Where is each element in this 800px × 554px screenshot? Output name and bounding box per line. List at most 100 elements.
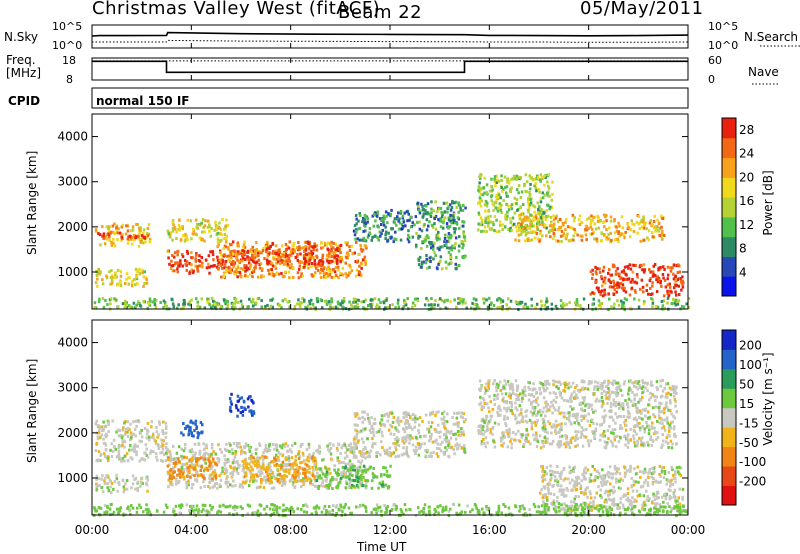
velocity-cell	[269, 465, 272, 469]
power-cell	[449, 253, 452, 257]
velocity-cell	[273, 475, 276, 479]
power-cell	[616, 281, 619, 285]
power-cell	[537, 188, 541, 191]
power-cell	[648, 279, 652, 283]
power-cell	[430, 223, 434, 227]
power-cell	[242, 267, 245, 271]
velocity-cell	[288, 463, 292, 467]
power-cell	[476, 304, 479, 308]
power-cell	[254, 266, 257, 270]
velocity-cell	[493, 421, 497, 425]
velocity-cell	[396, 440, 399, 444]
velocity-cell	[336, 484, 340, 488]
velocity-cell	[445, 430, 449, 434]
power-cell	[131, 279, 134, 283]
velocity-cell	[232, 467, 235, 471]
power-cell	[166, 249, 170, 253]
velocity-cell	[118, 455, 121, 459]
power-cell	[236, 241, 240, 245]
power-cell	[353, 224, 357, 228]
power-cell	[607, 237, 611, 241]
velocity-cell	[169, 474, 172, 478]
velocity-cell	[261, 454, 264, 458]
power-cell	[341, 266, 345, 270]
power-cell	[454, 242, 457, 246]
velocity-cell	[195, 457, 198, 461]
velocity-cell	[262, 486, 266, 490]
power-cell	[450, 234, 453, 238]
power-cell	[380, 223, 383, 226]
power-cell	[226, 305, 230, 309]
velocity-cell	[364, 456, 367, 460]
velocity-cell	[646, 424, 649, 428]
power-cell	[261, 267, 264, 271]
power-cell	[310, 249, 313, 253]
velocity-cell	[507, 406, 510, 410]
velocity-cell	[208, 486, 212, 490]
power-cell	[477, 222, 480, 226]
velocity-cell	[320, 476, 323, 480]
power-cell	[680, 288, 683, 292]
velocity-cell	[409, 434, 412, 438]
power-cell	[398, 221, 402, 225]
power-cell	[498, 220, 502, 224]
velocity-cell	[260, 468, 263, 472]
power-cell	[517, 302, 520, 306]
power-cell	[136, 282, 139, 286]
velocity-cell	[480, 432, 483, 436]
power-cell	[257, 254, 260, 257]
velocity-cell	[288, 468, 291, 472]
power-cell	[616, 286, 619, 290]
power-cell	[666, 296, 670, 300]
velocity-cell	[261, 458, 265, 462]
velocity-cell	[439, 449, 443, 453]
velocity-cell	[194, 422, 197, 426]
velocity-cell	[183, 477, 186, 481]
velocity-cell	[260, 481, 263, 485]
power-cell	[303, 262, 306, 266]
velocity-cell	[104, 443, 108, 447]
power-cell	[529, 227, 532, 231]
power-cell	[220, 275, 223, 279]
velocity-cell	[430, 432, 433, 436]
velocity-cell	[639, 409, 642, 413]
velocity-cell	[225, 442, 228, 446]
velocity-cell	[389, 464, 392, 468]
velocity-cell	[649, 383, 653, 387]
velocity-cell	[401, 439, 404, 443]
power-cell	[360, 238, 363, 242]
power-cell	[536, 219, 539, 223]
velocity-cell	[145, 447, 148, 451]
power-cell	[112, 237, 115, 241]
velocity-cell	[421, 420, 424, 423]
velocity-cell	[566, 411, 570, 415]
velocity-cell	[438, 435, 442, 439]
power-cell	[490, 194, 494, 198]
velocity-cell	[303, 459, 306, 463]
velocity-cell	[267, 465, 270, 469]
velocity-cell	[408, 441, 411, 445]
velocity-cell	[424, 413, 428, 417]
velocity-cell	[462, 430, 465, 434]
power-cell	[194, 257, 197, 261]
power-cell	[296, 302, 299, 306]
velocity-cell	[241, 450, 244, 454]
power-cell	[297, 298, 300, 302]
velocity-cell	[258, 442, 261, 446]
power-cell	[401, 224, 405, 228]
velocity-cell	[203, 452, 206, 456]
velocity-cell	[149, 451, 152, 455]
velocity-cell	[124, 482, 127, 486]
power-cell	[277, 258, 281, 262]
power-cell	[341, 259, 344, 263]
velocity-cell	[210, 466, 213, 470]
power-cell	[451, 201, 454, 205]
power-cell	[248, 297, 251, 301]
velocity-cell	[427, 430, 431, 434]
power-cell	[266, 260, 269, 264]
power-cell	[614, 272, 618, 276]
power-cell	[280, 259, 283, 263]
power-cell	[341, 299, 344, 303]
power-cell	[252, 260, 256, 264]
power-cell	[255, 254, 258, 258]
